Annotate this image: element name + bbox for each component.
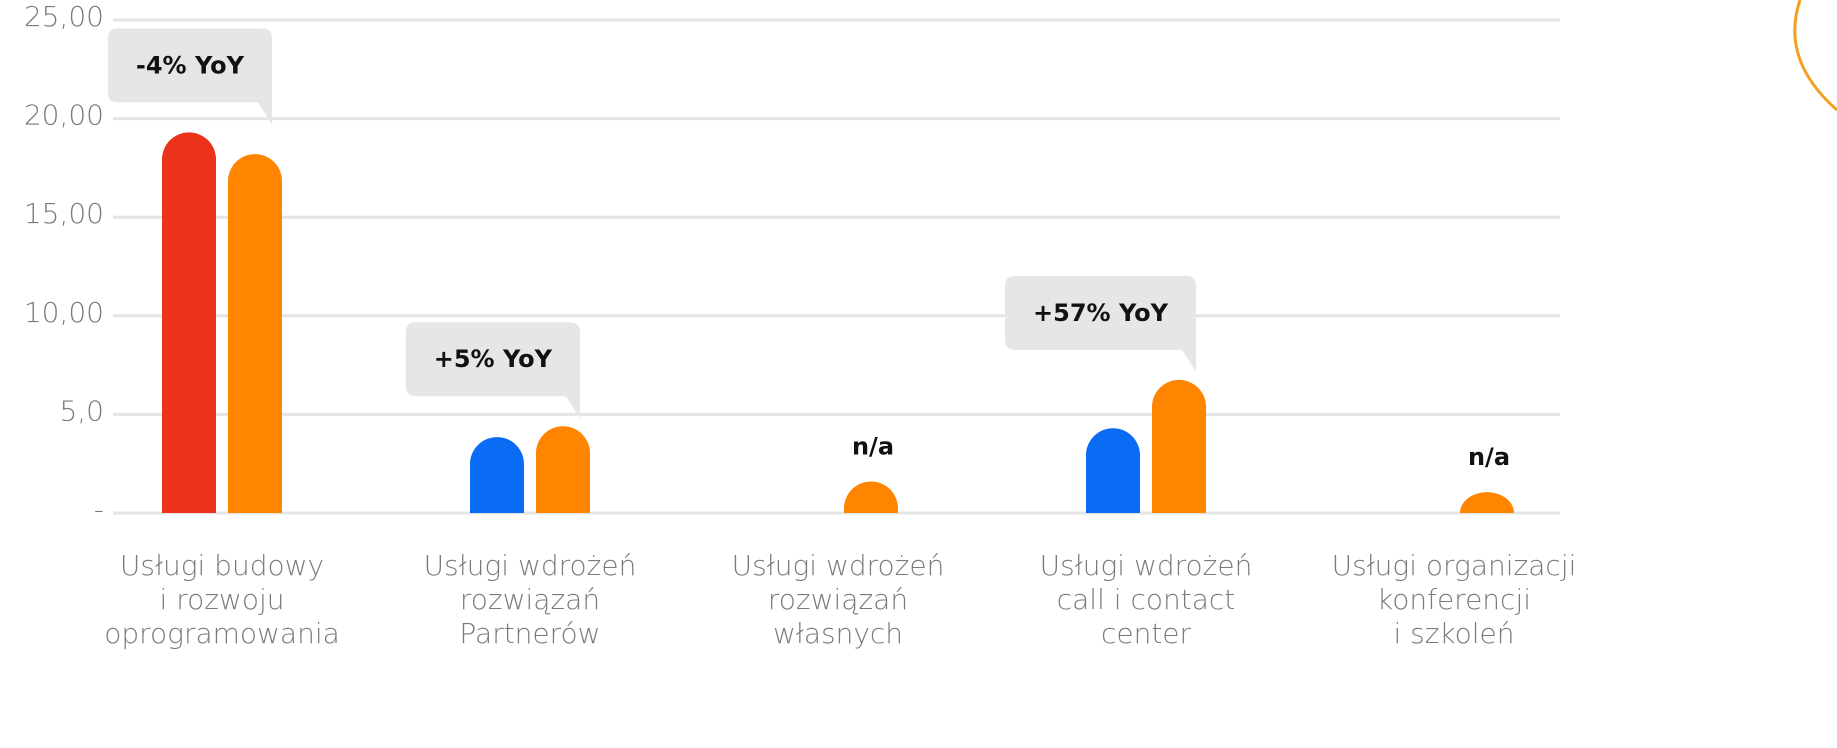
annotation: n/a [852,432,894,460]
x-tick-label-line: konferencji [1377,583,1531,616]
y-tick-label: 25,00 [24,0,104,33]
decoration [1793,0,1837,112]
x-tick-label-line: Usługi wdrożeń [1040,549,1253,582]
y-tick-label: 5,0 [59,394,104,427]
x-tick-label-line: Partnerów [459,617,600,650]
x-tick-label-line: Usługi budowy [120,549,324,582]
x-tick-label-line: i szkoleń [1393,617,1514,650]
x-tick-label: Usługi wdrożeń rozwiązań własnych [732,549,945,650]
x-tick-label-line: center [1101,617,1192,650]
bar [1152,379,1206,513]
bar [162,132,216,514]
x-tick-label-line: oprogramowania [104,617,340,650]
y-tick-label: 10,00 [24,296,104,329]
bar [470,437,524,513]
callout-box [107,28,272,125]
callout: -4% YoY [107,28,272,125]
annotation: n/a [1468,443,1510,471]
x-tick-label-line: Usługi organizacji [1332,549,1577,582]
x-tick-label: Usługi wdrożeń call i contact center [1040,549,1253,650]
x-tick-label: Usługi wdrożeń rozwiązań Partnerów [424,549,637,650]
y-tick-label: - [94,493,104,526]
x-tick-label-line: call i contact [1057,583,1235,616]
annotation: -4% YoY [136,51,245,79]
bar [844,481,898,513]
x-tick-label-line: własnych [773,617,903,650]
callout-box [1005,275,1196,372]
bar [1086,428,1140,513]
callout-box [405,322,580,419]
x-tick-label-line: Usługi wdrożeń [732,549,945,582]
y-tick-label: 15,00 [24,197,104,230]
x-tick-label: Usługi budowy i rozwoju oprogramowania [104,549,340,650]
annotation: +57% YoY [1033,299,1169,327]
x-tick-label: Usługi organizacji konferencji i szkoleń [1332,549,1577,650]
annotation: +5% YoY [434,345,553,373]
x-tick-label-line: Usługi wdrożeń [424,549,637,582]
x-tick-label-line: rozwiązań [460,583,600,616]
bar [228,154,282,513]
x-tick-label-line: i rozwoju [160,583,285,616]
x-tick-label-line: rozwiązań [768,583,908,616]
callout: +57% YoY [1005,275,1196,372]
callout: +5% YoY [405,322,580,419]
bar [1460,492,1514,513]
bar [536,426,590,513]
y-tick-label: 20,00 [24,99,104,132]
